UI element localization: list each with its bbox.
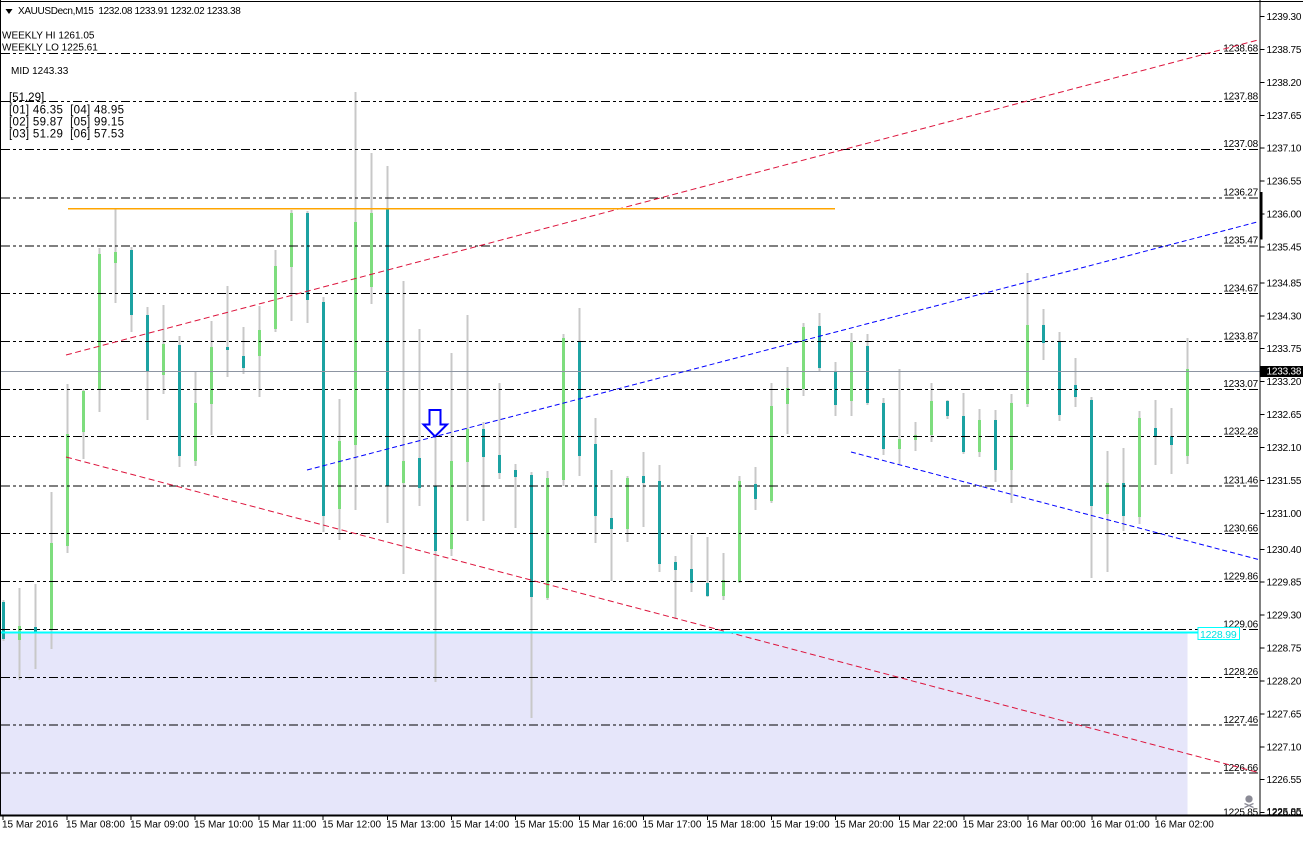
svg-text:1234.30: 1234.30 xyxy=(1267,311,1302,322)
svg-text:1231.55: 1231.55 xyxy=(1267,476,1302,487)
svg-text:15 Mar 13:00: 15 Mar 13:00 xyxy=(386,820,445,831)
svg-text:1239.30: 1239.30 xyxy=(1267,12,1302,23)
svg-text:1230.40: 1230.40 xyxy=(1267,545,1302,556)
svg-text:1235.47: 1235.47 xyxy=(1223,236,1258,247)
svg-text:1226.66: 1226.66 xyxy=(1223,763,1258,774)
svg-text:15 Mar 18:00: 15 Mar 18:00 xyxy=(707,820,766,831)
svg-text:1233.75: 1233.75 xyxy=(1267,344,1302,355)
svg-text:1225.85: 1225.85 xyxy=(1267,807,1302,818)
svg-text:1232.65: 1232.65 xyxy=(1267,410,1302,421)
svg-text:1233.87: 1233.87 xyxy=(1223,331,1258,342)
svg-text:[03] 51.29 [06] 57.53: [03] 51.29 [06] 57.53 xyxy=(9,129,124,141)
svg-text:1233.20: 1233.20 xyxy=(1267,377,1302,388)
svg-text:1237.65: 1237.65 xyxy=(1267,111,1302,122)
svg-text:15 Mar 23:00: 15 Mar 23:00 xyxy=(963,820,1022,831)
svg-text:1238.20: 1238.20 xyxy=(1267,78,1302,89)
svg-text:15 Mar 22:00: 15 Mar 22:00 xyxy=(899,820,958,831)
svg-text:1231.46: 1231.46 xyxy=(1223,476,1258,487)
svg-text:1234.67: 1234.67 xyxy=(1223,284,1258,295)
svg-text:15 Mar 10:00: 15 Mar 10:00 xyxy=(194,820,253,831)
svg-text:15 Mar 08:00: 15 Mar 08:00 xyxy=(66,820,125,831)
svg-text:15 Mar 09:00: 15 Mar 09:00 xyxy=(130,820,189,831)
svg-text:1236.55: 1236.55 xyxy=(1267,177,1302,188)
svg-text:1237.88: 1237.88 xyxy=(1223,91,1258,102)
svg-text:1229.86: 1229.86 xyxy=(1223,571,1258,582)
svg-text:15 Mar 20:00: 15 Mar 20:00 xyxy=(835,820,894,831)
svg-text:15 Mar 15:00: 15 Mar 15:00 xyxy=(514,820,573,831)
svg-text:1237.10: 1237.10 xyxy=(1267,144,1302,155)
svg-text:16 Mar 02:00: 16 Mar 02:00 xyxy=(1155,820,1214,831)
svg-text:1226.55: 1226.55 xyxy=(1267,775,1302,786)
svg-text:1230.66: 1230.66 xyxy=(1223,524,1258,535)
svg-text:[51.29]: [51.29] xyxy=(9,92,44,104)
svg-text:15 Mar 14:00: 15 Mar 14:00 xyxy=(450,820,509,831)
svg-text:WEEKLY HI 1261.05: WEEKLY HI 1261.05 xyxy=(2,31,95,42)
svg-text:15 Mar 2016: 15 Mar 2016 xyxy=(2,820,59,831)
svg-text:XAUUSDecn,M15 1232.08 1233.91: XAUUSDecn,M15 1232.08 1233.91 1232.02 12… xyxy=(18,6,241,17)
svg-text:16 Mar 01:00: 16 Mar 01:00 xyxy=(1091,820,1150,831)
svg-text:1227.10: 1227.10 xyxy=(1267,742,1302,753)
svg-text:MID 1243.33: MID 1243.33 xyxy=(11,66,69,77)
svg-text:15 Mar 19:00: 15 Mar 19:00 xyxy=(771,820,830,831)
svg-text:1228.26: 1228.26 xyxy=(1223,667,1258,678)
svg-text:1238.68: 1238.68 xyxy=(1223,43,1258,54)
svg-text:1237.08: 1237.08 xyxy=(1223,139,1258,150)
svg-text:1233.38: 1233.38 xyxy=(1267,367,1302,378)
svg-text:WEEKLY LO 1225.61: WEEKLY LO 1225.61 xyxy=(2,43,98,54)
svg-text:1236.27: 1236.27 xyxy=(1223,188,1258,199)
svg-text:1235.45: 1235.45 xyxy=(1267,243,1302,254)
svg-text:15 Mar 17:00: 15 Mar 17:00 xyxy=(643,820,702,831)
svg-text:1228.75: 1228.75 xyxy=(1267,644,1302,655)
svg-text:16 Mar 00:00: 16 Mar 00:00 xyxy=(1027,820,1086,831)
svg-text:15 Mar 11:00: 15 Mar 11:00 xyxy=(258,820,317,831)
svg-text:15 Mar 16:00: 15 Mar 16:00 xyxy=(578,820,637,831)
svg-text:1229.06: 1229.06 xyxy=(1223,619,1258,630)
svg-text:1225.85: 1225.85 xyxy=(1223,808,1258,819)
svg-text:1227.65: 1227.65 xyxy=(1267,709,1302,720)
svg-text:1232.10: 1232.10 xyxy=(1267,443,1302,454)
svg-text:1228.99: 1228.99 xyxy=(1200,629,1237,641)
svg-text:1233.07: 1233.07 xyxy=(1223,379,1258,390)
svg-text:1238.75: 1238.75 xyxy=(1267,45,1302,56)
svg-text:1236.00: 1236.00 xyxy=(1267,210,1302,221)
svg-text:1232.28: 1232.28 xyxy=(1223,427,1258,438)
svg-text:1234.85: 1234.85 xyxy=(1267,278,1302,289)
svg-text:1227.46: 1227.46 xyxy=(1223,715,1258,726)
svg-text:1229.30: 1229.30 xyxy=(1267,611,1302,622)
svg-text:[01] 46.35 [04] 48.95: [01] 46.35 [04] 48.95 xyxy=(9,105,124,117)
svg-text:1229.85: 1229.85 xyxy=(1267,578,1302,589)
svg-text:1231.00: 1231.00 xyxy=(1267,509,1302,520)
svg-text:15 Mar 12:00: 15 Mar 12:00 xyxy=(322,820,381,831)
svg-text:1228.20: 1228.20 xyxy=(1267,676,1302,687)
svg-text:1226.00: 1226.00 xyxy=(1267,808,1302,819)
svg-text:[02] 59.87 [05] 99.15: [02] 59.87 [05] 99.15 xyxy=(9,117,124,129)
